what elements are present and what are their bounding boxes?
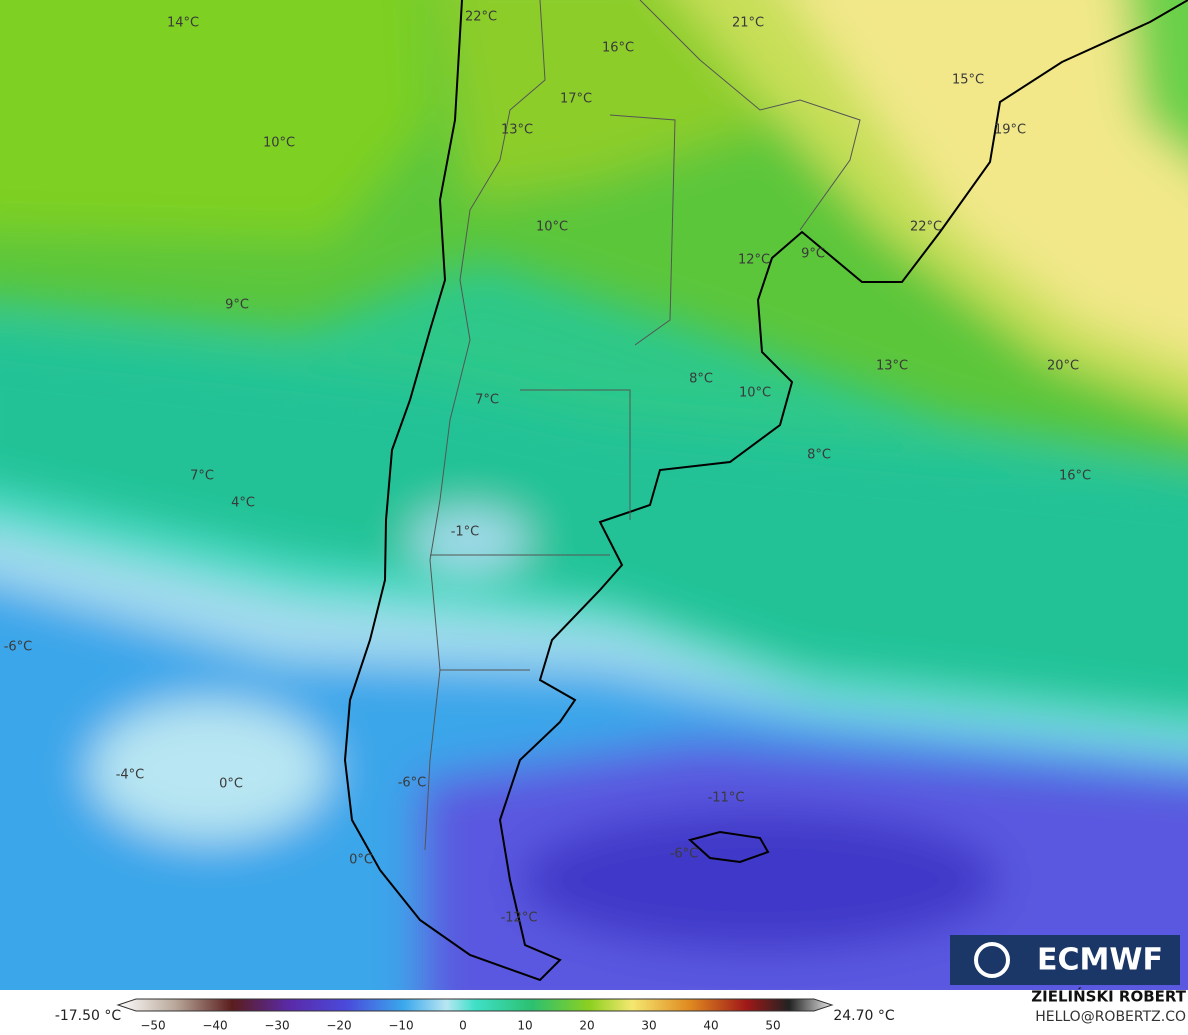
colorbar-tick-label: −50 xyxy=(140,1019,165,1033)
temperature-label: 10°C xyxy=(263,136,295,151)
temperature-label: 7°C xyxy=(190,469,214,484)
temperature-label: 9°C xyxy=(801,247,825,262)
temperature-label: 13°C xyxy=(876,359,908,374)
temperature-label: 9°C xyxy=(225,298,249,313)
temperature-label: 21°C xyxy=(732,16,764,31)
temperature-label: -6°C xyxy=(4,640,33,655)
colorbar-tick-label: −10 xyxy=(388,1019,413,1033)
temperature-label: 15°C xyxy=(952,73,984,88)
temperature-label: 16°C xyxy=(1059,469,1091,484)
temperature-label: 16°C xyxy=(602,41,634,56)
colorbar-min: -17.50 °C xyxy=(55,1008,122,1024)
colorbar-tick-label: −40 xyxy=(202,1019,227,1033)
temperature-label: 4°C xyxy=(231,496,255,511)
temperature-label: 22°C xyxy=(465,10,497,25)
credit-contact: HELLO@ROBERTZ.CO xyxy=(1035,1009,1186,1025)
temperature-label: 20°C xyxy=(1047,359,1079,374)
colorbar-tick-label: 30 xyxy=(641,1019,656,1033)
temperature-label: 12°C xyxy=(738,253,770,268)
colorbar-tick-label: 0 xyxy=(459,1019,467,1033)
temperature-label: 0°C xyxy=(219,777,243,792)
colorbar-ticks: −50 −40 −30 −20 −10 0 10 20 30 40 50 xyxy=(140,1019,780,1033)
temperature-label: 10°C xyxy=(536,220,568,235)
temperature-label: 13°C xyxy=(501,123,533,138)
colorbar-scale xyxy=(116,998,834,1012)
colorbar-tick-label: −20 xyxy=(326,1019,351,1033)
colorbar-tick-label: 40 xyxy=(703,1019,718,1033)
logo-box: ECMWF xyxy=(950,935,1180,985)
temperature-label: 7°C xyxy=(475,393,499,408)
temperature-label: 14°C xyxy=(167,16,199,31)
coastline xyxy=(343,0,1188,982)
credit-author: ZIELIŃSKI ROBERT xyxy=(1031,987,1186,1006)
temperature-label: 17°C xyxy=(560,92,592,107)
temperature-label: 8°C xyxy=(807,448,831,463)
temperature-label: -6°C xyxy=(398,776,427,791)
temperature-label: 19°C xyxy=(994,123,1026,138)
colorbar: -17.50 °C 24.70 °C −50 −40 −30 −20 −10 0 10 20 3… xyxy=(55,998,895,1033)
temperature-labels: 14°C 22°C 21°C 16°C 15°C 17°C 19°C 13°C 10°C 10°C… xyxy=(4,10,1091,926)
temperature-label: -4°C xyxy=(116,768,145,783)
temperature-label: -12°C xyxy=(501,911,538,926)
temperature-label: -1°C xyxy=(451,525,480,540)
borders xyxy=(424,0,861,851)
colorbar-tick-label: 50 xyxy=(765,1019,780,1033)
colorbar-max: 24.70 °C xyxy=(833,1008,895,1024)
colorbar-tick-label: 10 xyxy=(517,1019,532,1033)
temperature-label: -11°C xyxy=(708,791,745,806)
temperature-label: 0°C xyxy=(349,853,373,868)
temperature-label: 22°C xyxy=(910,220,942,235)
temperature-label: -6°C xyxy=(670,847,699,862)
colorbar-tick-label: −30 xyxy=(264,1019,289,1033)
logo-text: ECMWF xyxy=(1037,943,1163,978)
temperature-label: 8°C xyxy=(689,372,713,387)
colorbar-tick-label: 20 xyxy=(579,1019,594,1033)
temperature-label: 10°C xyxy=(739,386,771,401)
logo-icon xyxy=(974,942,1010,978)
